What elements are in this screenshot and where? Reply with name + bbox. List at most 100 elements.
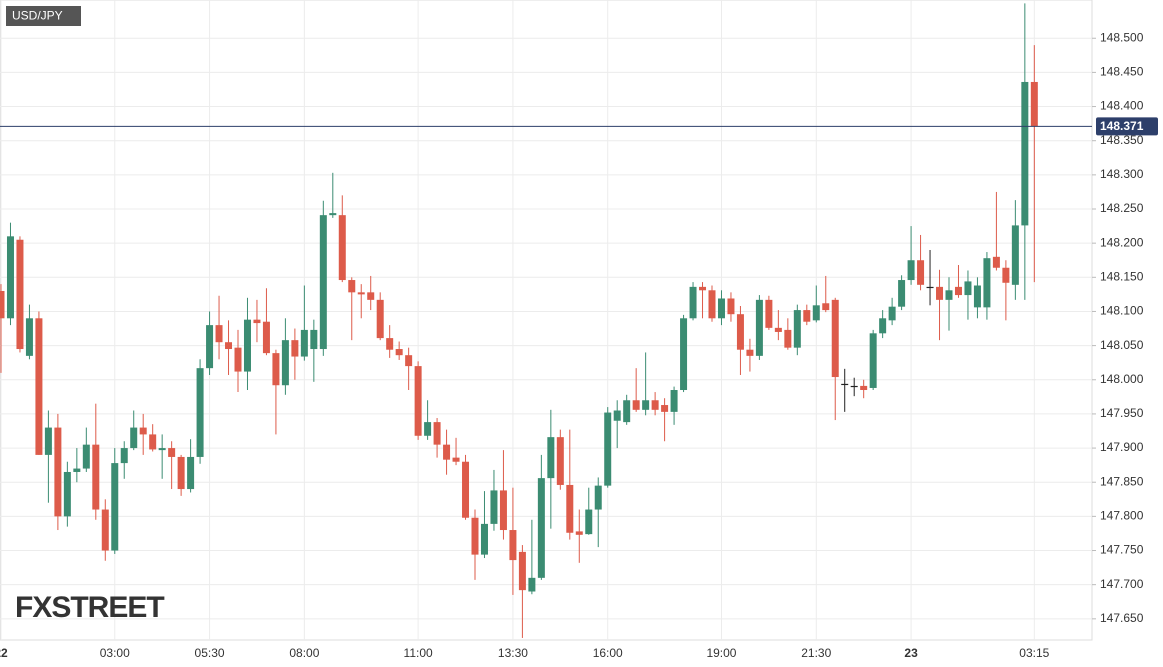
candle-body	[1021, 81, 1029, 226]
y-tick-label: 147.900	[1100, 440, 1144, 454]
candle-body	[6, 236, 14, 319]
candle-body	[556, 437, 564, 485]
candle-body	[215, 325, 223, 343]
candle-body	[499, 490, 507, 531]
candle-body	[130, 427, 138, 449]
candle-body	[310, 329, 318, 350]
candle-body	[755, 299, 763, 356]
candle-body	[206, 325, 214, 369]
candle-body	[841, 383, 849, 386]
candle-body	[699, 286, 707, 291]
candle-body	[613, 410, 621, 421]
candle-body	[367, 292, 375, 300]
y-tick-label: 147.650	[1100, 611, 1144, 625]
candle-body	[348, 280, 356, 293]
candle-body	[386, 338, 394, 350]
candle-body	[272, 353, 280, 386]
candle-body	[243, 319, 251, 372]
y-tick-label: 148.250	[1100, 201, 1144, 215]
candle-body	[689, 286, 697, 319]
y-tick-label: 148.300	[1100, 167, 1144, 181]
candle-body	[509, 530, 517, 561]
candle-body	[480, 523, 488, 555]
y-tick-label: 147.950	[1100, 406, 1144, 420]
candle-body	[120, 448, 128, 464]
candle-body	[992, 256, 1000, 268]
candle-body	[319, 215, 327, 350]
candle-body	[196, 368, 204, 457]
symbol-label: USD/JPY	[12, 9, 63, 23]
candle-body	[623, 400, 631, 423]
candle-body	[82, 444, 90, 469]
candle-body	[793, 310, 801, 348]
candle-body	[25, 318, 33, 356]
candle-body	[101, 509, 109, 551]
candle-body	[518, 551, 526, 591]
candle-body	[907, 260, 915, 281]
x-tick-label: 13:30	[498, 646, 528, 660]
candle-body	[642, 400, 650, 410]
x-tick-label: 21:30	[801, 646, 831, 660]
candle-body	[964, 281, 972, 296]
candle-body	[73, 468, 81, 472]
current-price-label: 148.371	[1100, 119, 1144, 133]
x-tick-label: 08:00	[289, 646, 319, 660]
x-tick-label: 23	[904, 646, 918, 660]
candle-body	[234, 347, 242, 372]
candle-body	[983, 258, 991, 308]
candle-body	[651, 400, 659, 410]
y-tick-label: 147.800	[1100, 509, 1144, 523]
candle-body	[262, 321, 270, 354]
candle-body	[727, 298, 735, 315]
candle-body	[433, 422, 441, 445]
y-tick-label: 148.200	[1100, 235, 1144, 249]
candle-body	[537, 478, 545, 578]
candle-body	[566, 484, 574, 533]
candle-body	[1011, 225, 1019, 285]
candle-body	[149, 434, 157, 450]
candle-body	[831, 299, 839, 378]
x-tick-label: 03:00	[100, 646, 130, 660]
x-tick-label: 16:00	[593, 646, 623, 660]
candle-body	[16, 239, 24, 350]
x-tick-label: 22	[0, 646, 8, 660]
candle-body	[680, 318, 688, 391]
candle-body	[395, 349, 403, 356]
y-tick-label: 147.850	[1100, 474, 1144, 488]
candle-body	[879, 318, 887, 334]
candle-body	[281, 340, 289, 386]
candle-body	[708, 290, 716, 319]
candle-body	[414, 366, 422, 436]
y-tick-label: 148.150	[1100, 269, 1144, 283]
candle-body	[139, 427, 147, 435]
candle-body	[670, 390, 678, 412]
candle-body	[177, 456, 185, 490]
candle-body	[424, 422, 432, 436]
candle-body	[547, 437, 555, 479]
symbol-box	[6, 6, 81, 26]
candle-body	[803, 310, 811, 322]
candle-body	[736, 314, 744, 350]
candle-body	[774, 327, 782, 332]
candle-body	[168, 448, 176, 457]
candle-body	[765, 299, 773, 328]
candle-body	[954, 286, 962, 296]
candle-body	[661, 405, 669, 412]
candle-body	[973, 285, 981, 308]
candle-body	[253, 319, 261, 324]
candle-body	[1030, 81, 1038, 127]
candle-body	[1002, 267, 1010, 283]
candle-body	[158, 448, 166, 451]
candle-body	[92, 444, 100, 510]
candle-body	[917, 260, 925, 285]
candle-body	[822, 303, 830, 311]
y-tick-label: 147.750	[1100, 543, 1144, 557]
x-tick-label: 19:00	[706, 646, 736, 660]
candle-body	[35, 318, 43, 455]
candle-body	[405, 355, 413, 367]
candle-body	[850, 385, 858, 388]
candle-body	[585, 509, 593, 535]
candle-body	[860, 385, 868, 391]
